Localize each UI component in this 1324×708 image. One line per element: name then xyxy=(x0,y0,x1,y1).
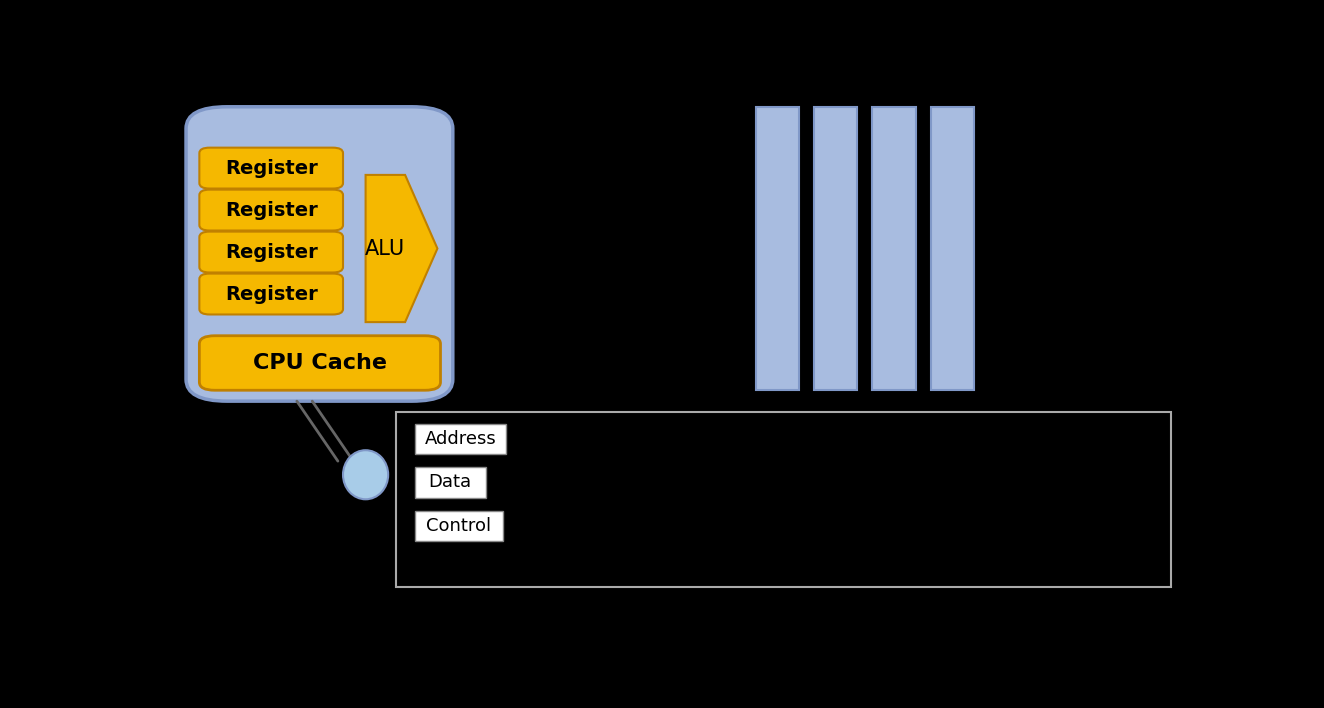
Text: Control: Control xyxy=(426,517,491,535)
FancyBboxPatch shape xyxy=(200,273,343,314)
FancyBboxPatch shape xyxy=(200,190,343,231)
FancyBboxPatch shape xyxy=(200,148,343,188)
FancyBboxPatch shape xyxy=(185,107,453,401)
FancyBboxPatch shape xyxy=(414,423,506,454)
Polygon shape xyxy=(365,175,437,322)
FancyBboxPatch shape xyxy=(414,467,486,498)
Bar xyxy=(873,107,916,390)
Text: ALU: ALU xyxy=(365,239,405,258)
Text: Register: Register xyxy=(225,159,318,178)
Ellipse shape xyxy=(343,450,388,499)
Text: Register: Register xyxy=(225,200,318,219)
FancyBboxPatch shape xyxy=(200,336,441,390)
Text: CPU Cache: CPU Cache xyxy=(253,353,387,373)
Text: Register: Register xyxy=(225,285,318,304)
Bar xyxy=(814,107,857,390)
FancyBboxPatch shape xyxy=(414,510,503,541)
Bar xyxy=(931,107,974,390)
Bar xyxy=(756,107,798,390)
Text: Address: Address xyxy=(425,430,496,447)
Text: Data: Data xyxy=(429,474,471,491)
FancyBboxPatch shape xyxy=(200,232,343,273)
Text: Register: Register xyxy=(225,243,318,261)
Bar xyxy=(396,412,1172,586)
